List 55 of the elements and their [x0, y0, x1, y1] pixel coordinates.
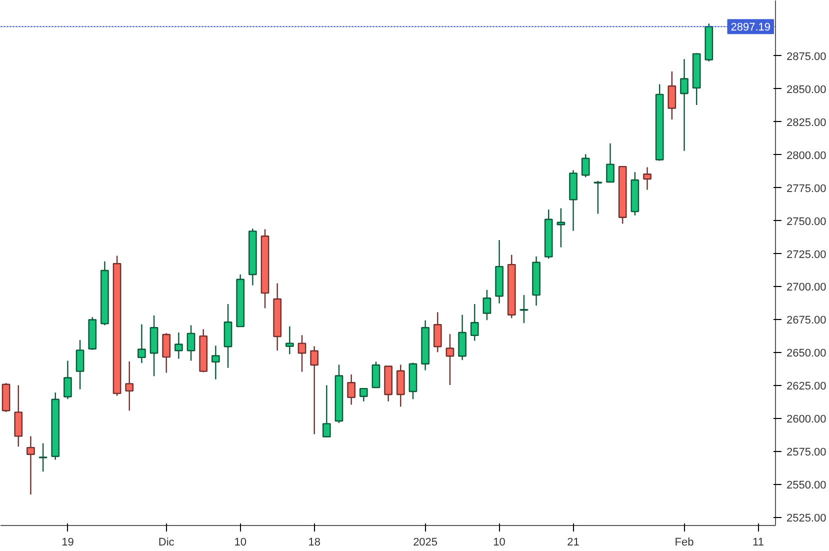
y-tick-label: 2750.00 [786, 216, 826, 228]
candlestick [606, 142, 614, 184]
candlestick [64, 360, 72, 400]
y-tick-label: 2700.00 [786, 282, 826, 294]
x-tick-label: 19 [62, 536, 74, 548]
candlestick [396, 364, 405, 408]
candlestick [482, 289, 492, 321]
candlestick [298, 334, 306, 372]
y-tick-label: 2625.00 [786, 380, 826, 393]
y-tick-label: 2875.00 [786, 50, 826, 63]
y-tick-label: 2525.00 [786, 512, 826, 525]
y-tick-label: 2775.00 [786, 182, 826, 195]
ref-line-label: 2897.19 [730, 22, 771, 34]
candlestick [680, 58, 688, 152]
y-tick-label: 2850.00 [786, 84, 826, 96]
candlestick [643, 166, 652, 190]
candlestick [76, 339, 84, 390]
x-tick-label: Feb [674, 536, 694, 548]
candlestick [359, 388, 368, 402]
candlestick [520, 294, 528, 324]
candlestick [310, 346, 318, 435]
x-tick-label: 11 [752, 536, 764, 548]
y-tick-label: 2650.00 [786, 348, 826, 360]
x-tick-label: 2025 [413, 536, 438, 548]
candlestick [125, 360, 134, 412]
candlestick [458, 314, 466, 361]
candlestick [285, 326, 294, 355]
y-tick-label: 2725.00 [786, 248, 826, 261]
candlestick [372, 361, 380, 388]
candlestick [668, 70, 676, 120]
candlestick [433, 312, 442, 353]
x-tick-label: 21 [567, 536, 580, 548]
candlestick [138, 324, 146, 364]
candlestick [594, 180, 602, 214]
candlestick [446, 334, 454, 386]
y-tick-label: 2675.00 [786, 314, 826, 327]
y-tick-label: 2550.00 [786, 480, 826, 492]
candlestick [347, 374, 356, 406]
y-tick-label: 2825.00 [786, 116, 826, 129]
candlestick [174, 332, 183, 360]
candlestick [186, 324, 196, 362]
y-tick-label: 2575.00 [786, 446, 826, 459]
x-tick-label: Dic [158, 536, 175, 548]
candlestick [322, 384, 331, 438]
candlestick [38, 442, 48, 472]
y-tick-label: 2600.00 [786, 414, 826, 426]
candlestick [162, 332, 171, 374]
candlestick [581, 154, 590, 178]
x-tick-label: 10 [493, 536, 506, 548]
x-tick-label: 10 [234, 536, 246, 548]
x-tick-label: 18 [308, 536, 320, 548]
candlestick [212, 345, 220, 380]
y-tick-label: 2800.00 [786, 150, 826, 162]
candlestick [470, 303, 479, 342]
candlestick [26, 436, 35, 496]
